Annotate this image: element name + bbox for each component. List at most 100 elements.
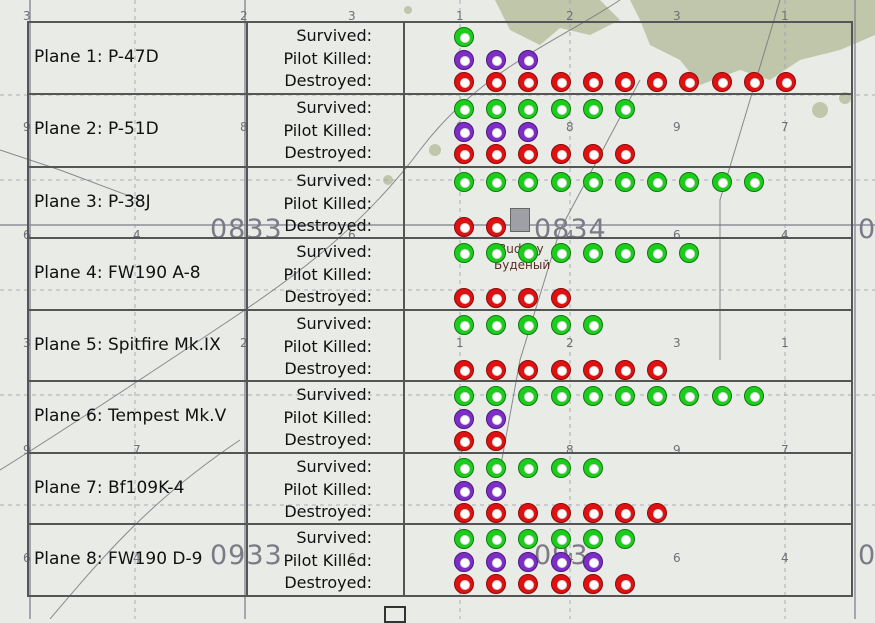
plane-name: Plane 1: P-47D: [34, 47, 159, 67]
grid-number: 7: [133, 443, 141, 457]
destroyed-label: Destroyed:: [284, 430, 372, 449]
grid-number: 1: [781, 9, 789, 23]
survived-label: Survived:: [296, 528, 372, 547]
destroyed-plane-icon: [518, 288, 539, 308]
destroyed-plane-icon: [454, 72, 474, 92]
survived-plane-icon: [454, 458, 474, 478]
grid-number: 4: [781, 551, 789, 565]
pilot-killed-label: Pilot Killed:: [283, 193, 372, 213]
destroyed-plane-icon: [454, 360, 474, 380]
destroyed-plane-icon: [486, 503, 507, 523]
grid-number: 2: [240, 9, 248, 23]
destroyed-label: Destroyed:: [284, 216, 372, 235]
destroyed-plane-icon: [550, 144, 571, 164]
plane-name: Plane 8: FW190 D-9: [34, 549, 203, 569]
destroyed-plane-icon: [550, 72, 571, 92]
destroyed-plane-icon: [550, 574, 571, 594]
map-square-label: 0: [858, 540, 875, 571]
survived-plane-icon: [550, 172, 571, 192]
destroyed-label: Destroyed:: [284, 359, 372, 378]
survived-plane-icon: [582, 99, 603, 119]
destroyed-plane-icon: [486, 360, 507, 380]
survived-plane-icon: [679, 386, 700, 406]
pilot-killed-plane-icon: [454, 121, 474, 142]
survived-plane-icon: [550, 243, 571, 263]
grid-number: 9: [673, 443, 681, 457]
map-square-label: 0833: [210, 214, 283, 245]
destroyed-plane-icon: [711, 72, 732, 92]
destroyed-label: Destroyed:: [284, 287, 372, 306]
destroyed-plane-icon: [615, 574, 635, 594]
town-name-cyrillic: Буденый: [494, 258, 551, 272]
survived-label: Survived:: [296, 314, 372, 333]
survived-plane-icon: [486, 529, 507, 549]
pilot-killed-plane-icon: [518, 551, 539, 572]
destroyed-plane-icon: [486, 217, 507, 237]
survived-plane-icon: [454, 386, 474, 406]
survived-label: Survived:: [296, 242, 372, 261]
destroyed-plane-icon: [486, 144, 507, 164]
plane-name: Plane 5: Spitfire Mk.IX: [34, 335, 221, 355]
destroyed-plane-icon: [615, 72, 635, 92]
destroyed-plane-icon: [454, 144, 474, 164]
destroyed-plane-icon: [454, 217, 474, 237]
survived-plane-icon: [518, 315, 539, 335]
grid-number: 6: [23, 228, 31, 242]
grid-number: 9: [23, 120, 31, 134]
survived-plane-icon: [647, 172, 668, 192]
grid-number: 7: [781, 443, 789, 457]
grid-number: 9: [23, 443, 31, 457]
survived-plane-icon: [486, 243, 507, 263]
pilot-killed-plane-icon: [454, 49, 474, 70]
destroyed-plane-icon: [518, 144, 539, 164]
pilot-killed-plane-icon: [518, 49, 539, 70]
destroyed-label: Destroyed:: [284, 502, 372, 521]
destroyed-plane-icon: [518, 574, 539, 594]
grid-number: 7: [781, 120, 789, 134]
pilot-killed-plane-icon: [486, 480, 507, 501]
survived-plane-icon: [711, 386, 732, 406]
grid-number: 4: [781, 228, 789, 242]
destroyed-plane-icon: [776, 72, 796, 92]
survived-plane-icon: [615, 529, 635, 549]
grid-number: 1: [456, 9, 464, 23]
survived-plane-icon: [582, 243, 603, 263]
survived-plane-icon: [454, 99, 474, 119]
survived-label: Survived:: [296, 385, 372, 404]
destroyed-plane-icon: [679, 72, 700, 92]
survived-label: Survived:: [296, 457, 372, 476]
pilot-killed-plane-icon: [518, 121, 539, 142]
destroyed-plane-icon: [486, 288, 507, 308]
survived-plane-icon: [743, 386, 764, 406]
grid-number: 2: [240, 336, 248, 350]
survived-plane-icon: [679, 243, 700, 263]
destroyed-plane-icon: [647, 503, 668, 523]
destroyed-plane-icon: [647, 72, 668, 92]
destroyed-plane-icon: [550, 360, 571, 380]
survived-plane-icon: [550, 315, 571, 335]
grid-number: 6: [348, 228, 356, 242]
pilot-killed-label: Pilot Killed:: [283, 264, 372, 284]
grid-number: 3: [673, 9, 681, 23]
survived-plane-icon: [582, 386, 603, 406]
map-square-label: 0834: [534, 214, 607, 245]
survived-plane-icon: [550, 458, 571, 478]
survived-plane-icon: [679, 172, 700, 192]
survived-plane-icon: [518, 243, 539, 263]
pilot-killed-plane-icon: [486, 49, 507, 70]
grid-number: 6: [673, 228, 681, 242]
grid-number: 3: [348, 9, 356, 23]
destroyed-plane-icon: [454, 431, 474, 451]
survived-plane-icon: [582, 458, 603, 478]
destroyed-plane-icon: [582, 144, 603, 164]
plane-name: Plane 7: Bf109K-4: [34, 478, 185, 498]
destroyed-plane-icon: [550, 503, 571, 523]
survived-plane-icon: [454, 27, 474, 47]
survived-label: Survived:: [296, 26, 372, 45]
destroyed-plane-icon: [518, 503, 539, 523]
survived-plane-icon: [550, 99, 571, 119]
survived-plane-icon: [615, 172, 635, 192]
survived-plane-icon: [615, 99, 635, 119]
